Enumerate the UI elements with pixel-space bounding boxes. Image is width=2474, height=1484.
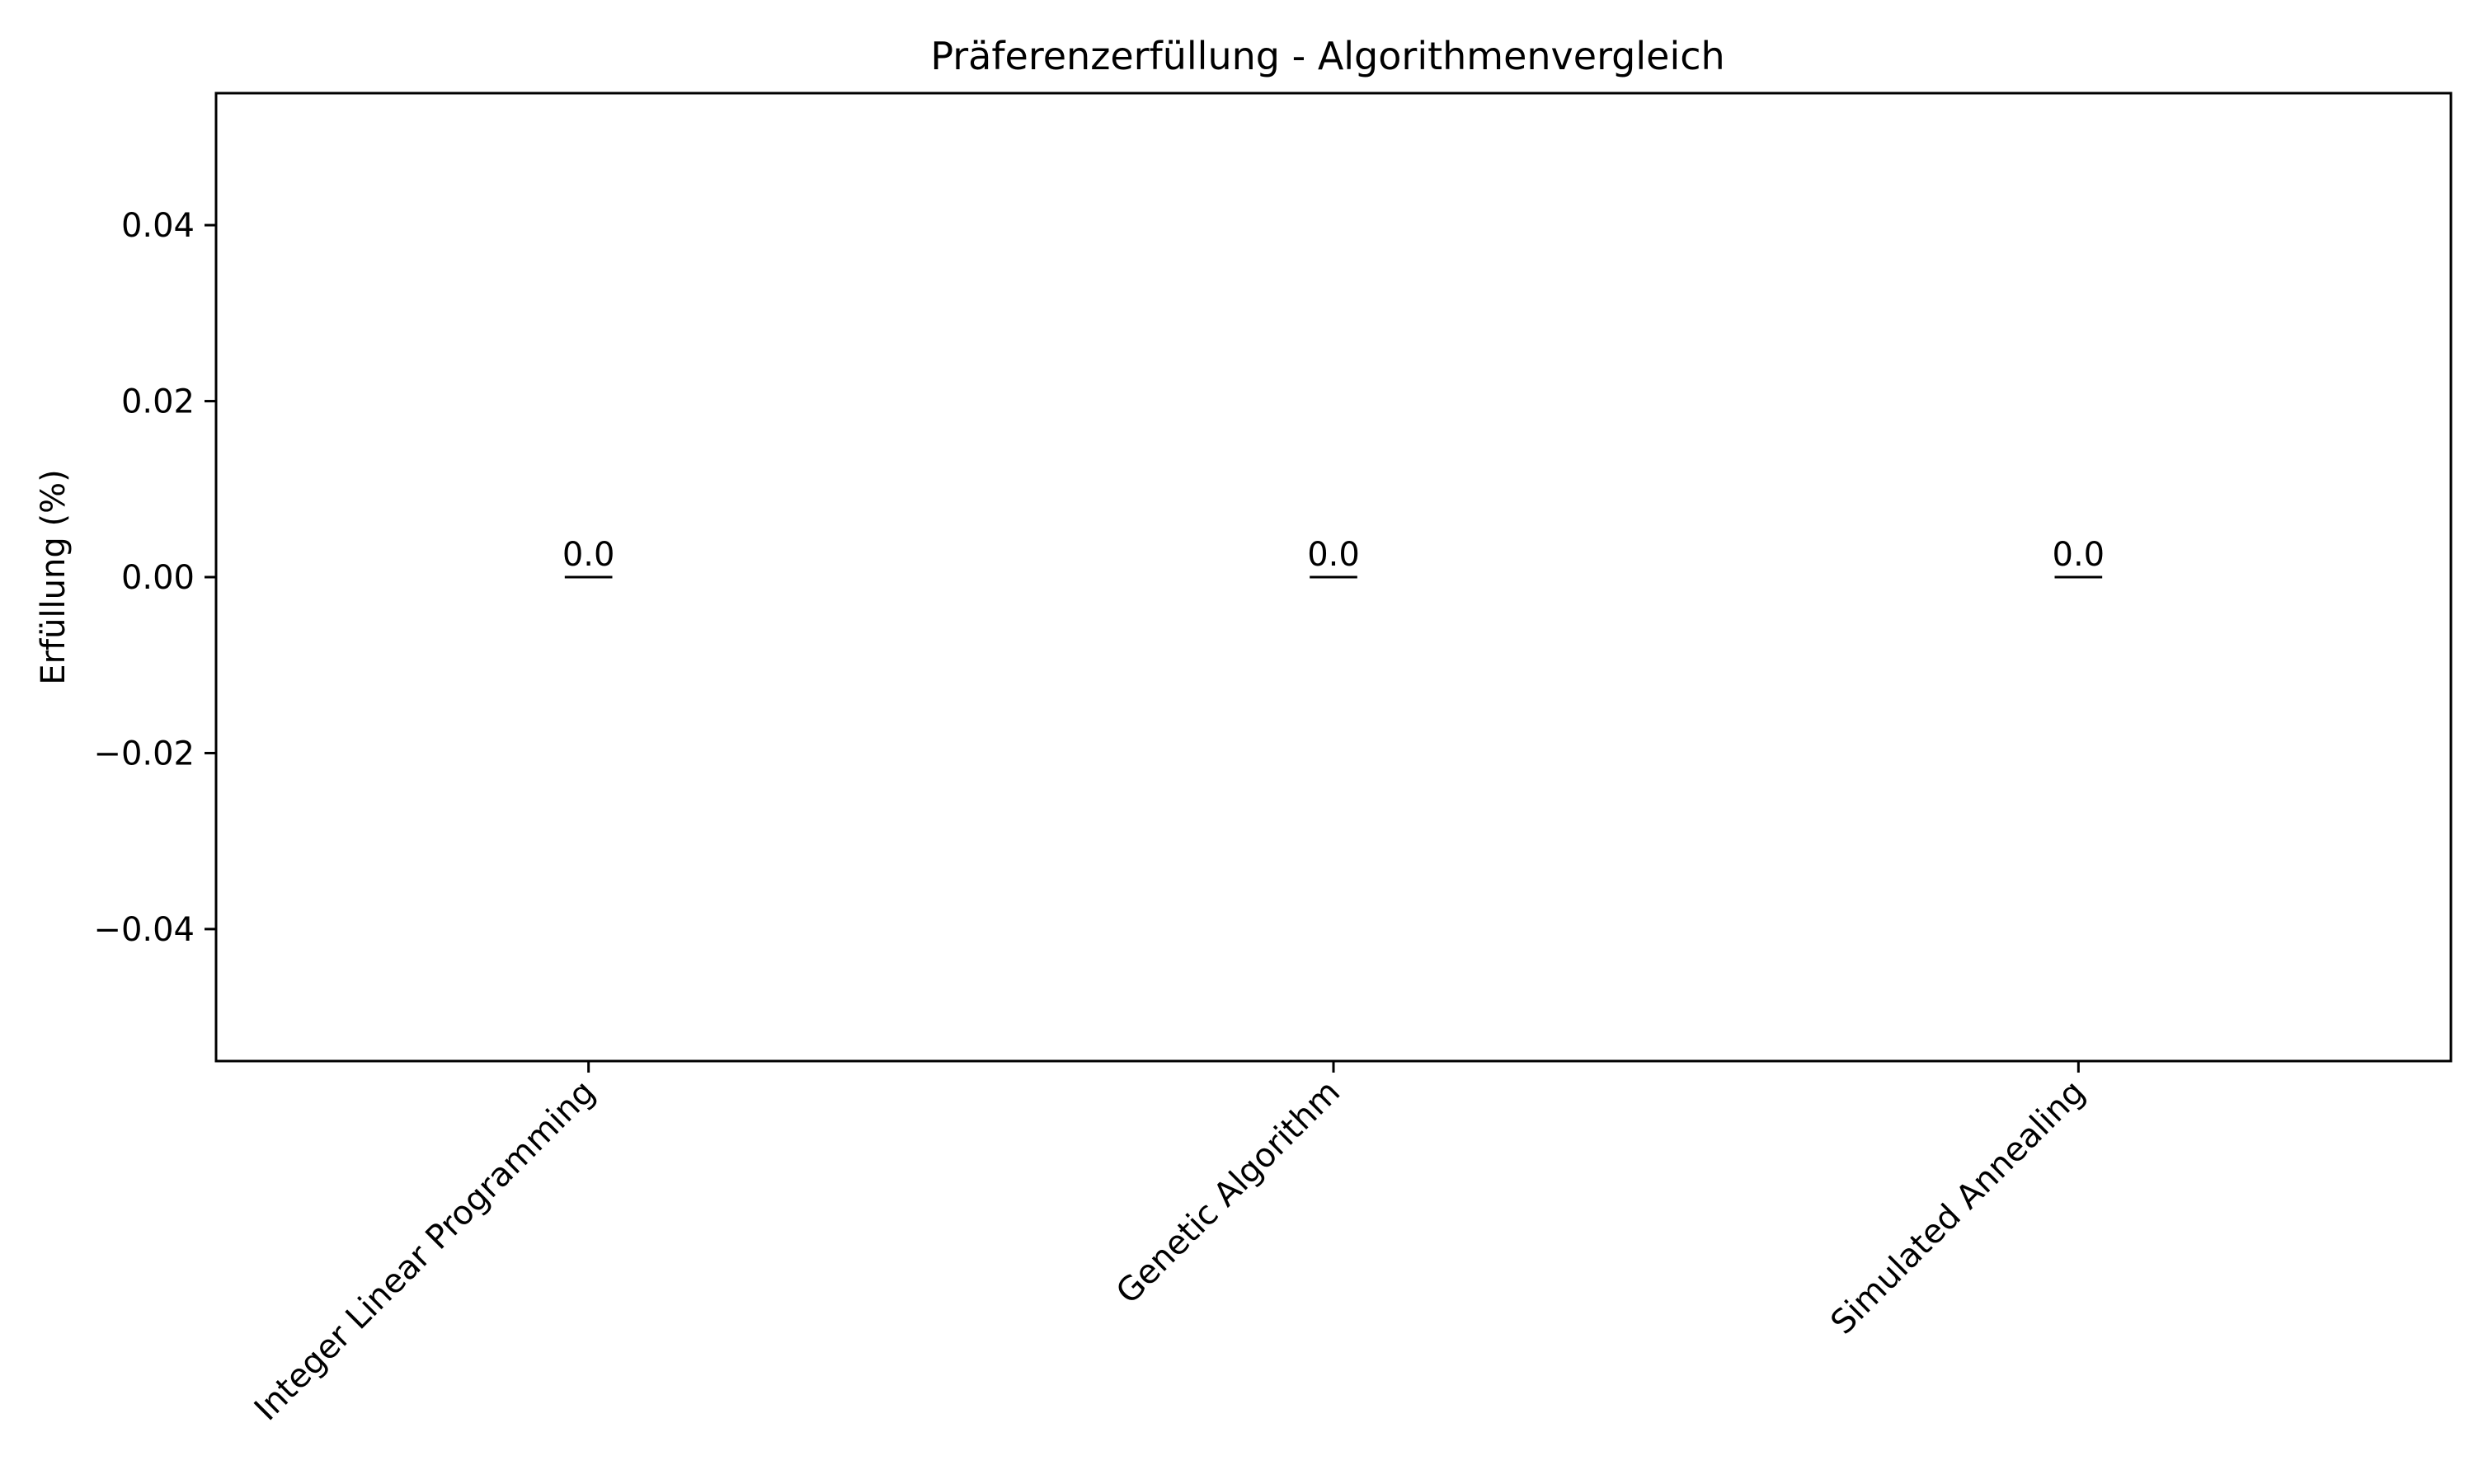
y-tick-label: 0.02: [121, 383, 195, 421]
y-tick-label: 0.00: [121, 559, 195, 597]
labels-layer: 0.0 0.0 0.0: [562, 536, 2105, 574]
bars-layer: [564, 575, 2103, 579]
y-tick-label: 0.04: [121, 207, 195, 245]
bar-value-label: 0.0: [1307, 536, 1360, 574]
ticks-layer: −0.04 −0.02 0.00 0.02 0.04 Integer Linear Pro…: [93, 207, 2092, 1428]
bar: [1310, 575, 1357, 579]
plot-frame: [214, 92, 2453, 1063]
bar-value-label: 0.0: [562, 536, 615, 574]
x-tick-label: Integer Linear Programming: [247, 1073, 603, 1429]
chart-title: Präferenzerfüllung - Algorithmenvergleic…: [930, 34, 1724, 78]
bar: [2054, 575, 2103, 579]
bar: [564, 575, 613, 579]
x-tick-label: Simulated Annealing: [1823, 1073, 2092, 1342]
bar-value-label: 0.0: [2053, 536, 2105, 574]
y-axis-label: Erfüllung (%): [35, 469, 73, 684]
y-tick-label: −0.02: [93, 735, 195, 773]
y-tick-label: −0.04: [93, 911, 195, 949]
x-tick-label: Genetic Algorithm: [1109, 1073, 1348, 1312]
